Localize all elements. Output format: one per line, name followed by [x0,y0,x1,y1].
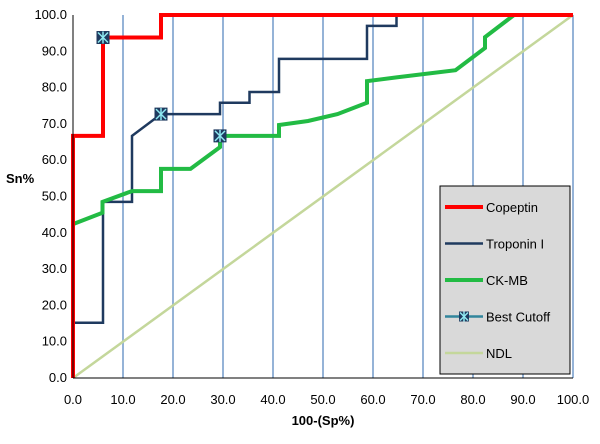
y-tick-label: 0.0 [49,370,67,385]
x-tick-label: 70.0 [410,392,435,407]
legend-label: Best Cutoff [486,310,550,325]
y-tick-label: 10.0 [42,334,67,349]
x-tick-label: 60.0 [360,392,385,407]
x-axis-title: 100-(Sp%) [292,413,355,428]
x-tick-label: 0.0 [64,392,82,407]
y-tick-label: 90.0 [42,43,67,58]
x-tick-label: 30.0 [210,392,235,407]
y-tick-label: 60.0 [42,152,67,167]
legend-label: CK-MB [486,273,528,288]
legend-label: NDL [486,346,512,361]
x-tick-label: 50.0 [310,392,335,407]
x-tick-label: 90.0 [510,392,535,407]
y-tick-label: 20.0 [42,297,67,312]
legend-item-copeptin: Copeptin [445,200,538,215]
legend-item-ck-mb: CK-MB [445,273,528,288]
best-cutoff-marker [96,31,110,45]
legend-item-ndl: NDL [445,346,512,361]
legend-item-troponin-i: Troponin I [445,237,544,252]
legend-label: Copeptin [486,200,538,215]
y-tick-label: 80.0 [42,80,67,95]
x-tick-label: 40.0 [260,392,285,407]
y-tick-label: 70.0 [42,116,67,131]
series-line-troponin-i [71,13,544,378]
x-tick-label: 100.0 [557,392,590,407]
x-tick-label: 20.0 [160,392,185,407]
x-tick-label: 10.0 [110,392,135,407]
y-axis-title: Sn% [6,171,35,186]
series-line-ndl [72,13,574,380]
best-cutoff-marker [154,107,168,121]
series-line-ck-mb [71,13,544,378]
legend-item-best-cutoff: Best Cutoff [445,310,550,325]
axes [72,15,573,379]
legend: Copeptin Troponin I CK-MB Best Cutoff NDL [439,185,571,375]
y-tick-label: 100.0 [34,7,67,22]
best-cutoff-marker [213,129,227,143]
tick-labels: 0.0 10.0 20.0 30.0 40.0 50.0 60.0 70.0 80.0 90.0 1… [34,7,589,407]
y-tick-label: 50.0 [42,189,67,204]
legend-label: Troponin I [486,237,544,252]
y-tick-label: 30.0 [42,261,67,276]
x-tick-label: 80.0 [460,392,485,407]
y-tick-label: 40.0 [42,225,67,240]
